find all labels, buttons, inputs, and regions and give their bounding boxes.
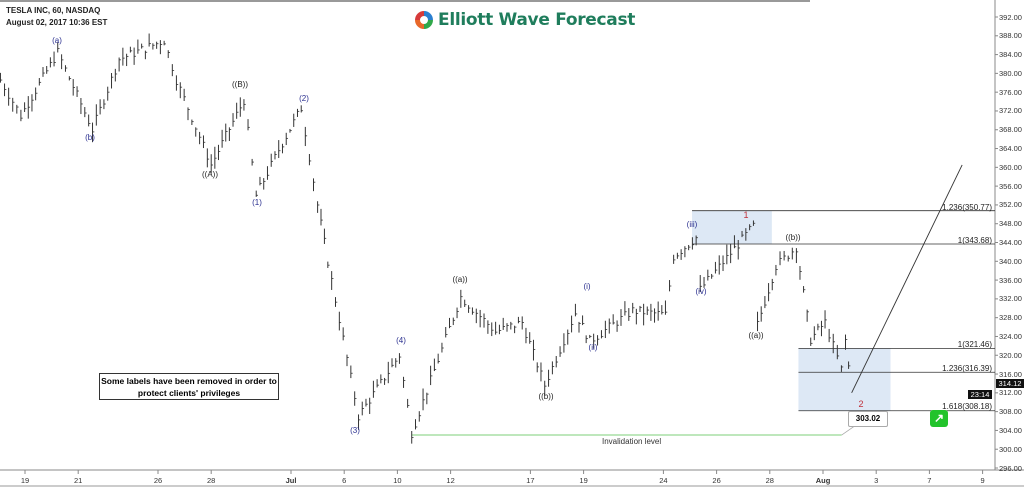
target-zone (798, 348, 891, 411)
price-tick-label: 348.00 (999, 219, 1022, 229)
fib-label: 1.236(316.39) (942, 364, 992, 373)
wave-label: (ii) (588, 343, 598, 352)
disclaimer-note: Some labels have been removed in order t… (99, 373, 279, 400)
wave-label: (1) (252, 198, 262, 207)
wave-label: (i) (583, 282, 591, 291)
projection-line (851, 164, 963, 394)
date-tick-label: 19 (579, 476, 588, 485)
wave-label: ((b)) (785, 233, 801, 242)
date-tick-label: 17 (526, 476, 535, 485)
wave-label: ((A)) (202, 170, 218, 179)
logo: Elliott Wave Forecast (414, 10, 635, 30)
arrow-up-right-icon[interactable]: ↗ (930, 410, 948, 427)
date-tick-label: 26 (153, 476, 163, 485)
price-tick-label: 304.00 (999, 425, 1022, 435)
fib-label: 1(321.46) (957, 340, 992, 349)
wave-label: 1 (743, 210, 749, 220)
price-tick-label: 340.00 (999, 256, 1022, 266)
price-tick-label: 296.00 (999, 463, 1022, 473)
price-tick-label: 324.00 (999, 331, 1022, 341)
date-tick-label: 12 (446, 476, 455, 485)
date-tick-label: 26 (712, 476, 721, 485)
price-tick-label: 344.00 (999, 238, 1022, 247)
wave-label: (a) (52, 36, 62, 45)
date-tick-label: 7 (927, 476, 932, 485)
wave-label: (iv) (695, 287, 707, 296)
logo-icon (415, 11, 433, 29)
wave-label: ((a)) (452, 275, 468, 284)
wave-label: 2 (858, 399, 864, 409)
price-tick-label: 312.00 (999, 388, 1022, 398)
date-tick-label: 3 (874, 476, 879, 485)
price-tick-label: 388.00 (999, 31, 1022, 41)
fib-label: 1.236(350.77) (942, 203, 992, 212)
price-tick-label: 368.00 (999, 125, 1022, 135)
wave-label: ((B)) (232, 80, 248, 89)
price-tick-label: 392.00 (999, 12, 1022, 22)
price-tick-label: 364.00 (999, 144, 1022, 154)
fib-label: 1(343.68) (957, 236, 992, 245)
logo-text: Elliott Wave Forecast (438, 10, 636, 30)
price-tick-label: 308.00 (999, 407, 1022, 417)
symbol-title: TESLA INC, 60, NASDAQ (6, 6, 101, 15)
wave-label: (2) (299, 94, 309, 103)
date-tick-label: 10 (393, 476, 402, 485)
price-tick-label: 300.00 (999, 444, 1022, 454)
date-tick-label: 9 (980, 476, 985, 485)
price-tick-label: 336.00 (999, 275, 1022, 285)
wave-label: ((a)) (748, 331, 764, 340)
invalidation-label: Invalidation level (602, 437, 662, 446)
date-tick-label: 21 (74, 476, 83, 485)
price-tick-label: 376.00 (999, 87, 1022, 97)
date-tick-label: Jul (285, 476, 297, 485)
wave-label: (iii) (686, 220, 698, 229)
wave-label: (b) (85, 133, 95, 142)
date-tick-label: 28 (765, 476, 774, 485)
wave-label: ((b)) (538, 392, 554, 401)
date-tick-label: Aug (815, 476, 831, 485)
price-tick-label: 360.00 (999, 162, 1022, 172)
price-tick-label: 372.00 (999, 106, 1022, 116)
date-tick-label: 6 (342, 476, 347, 485)
price-tick-label: 384.00 (999, 50, 1022, 60)
price-tick-label: 316.00 (999, 369, 1022, 379)
invalidation-price-callout: 303.02 (848, 411, 888, 427)
fib-label: 1.618(308.18) (942, 402, 992, 411)
price-tick-label: 380.00 (999, 68, 1022, 78)
price-tick-label: 356.00 (999, 181, 1022, 191)
target-zone (692, 210, 772, 245)
date-tick-label: 24 (659, 476, 668, 485)
date-tick-label: 19 (20, 476, 30, 485)
price-tick-label: 332.00 (999, 294, 1022, 304)
price-tick-label: 352.00 (999, 200, 1022, 210)
date-tick-label: 28 (207, 476, 216, 485)
wave-label: (4) (396, 336, 406, 345)
price-tick-label: 320.00 (999, 350, 1022, 360)
timestamp: August 02, 2017 10:36 EST (6, 18, 108, 27)
price-tick-label: 328.00 (999, 313, 1022, 323)
bar-countdown: 23:14 (968, 390, 992, 399)
wave-label: (3) (350, 426, 360, 435)
last-price-marker: 314.12 (996, 379, 1024, 388)
